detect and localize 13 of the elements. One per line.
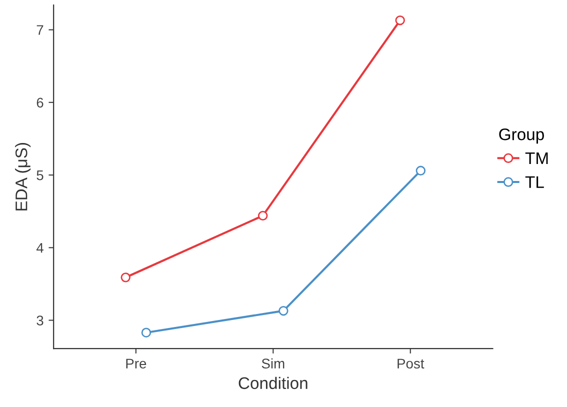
x-tick-label: Pre <box>126 358 146 369</box>
y-tick-label: 4 <box>36 243 44 253</box>
x-axis-title: Condition <box>238 376 308 390</box>
legend-label: TM <box>525 152 548 164</box>
y-tick-label: 6 <box>36 98 44 108</box>
y-axis-title: EDA (μS) <box>15 142 31 210</box>
legend-title: Group <box>499 128 544 144</box>
x-tick-label: Sim <box>262 358 284 369</box>
legend-label: TL <box>525 176 544 188</box>
y-tick-label: 7 <box>36 25 44 35</box>
x-tick-label: Post <box>398 358 424 369</box>
y-tick-label: 3 <box>36 316 44 326</box>
y-tick-label: 5 <box>36 170 44 180</box>
